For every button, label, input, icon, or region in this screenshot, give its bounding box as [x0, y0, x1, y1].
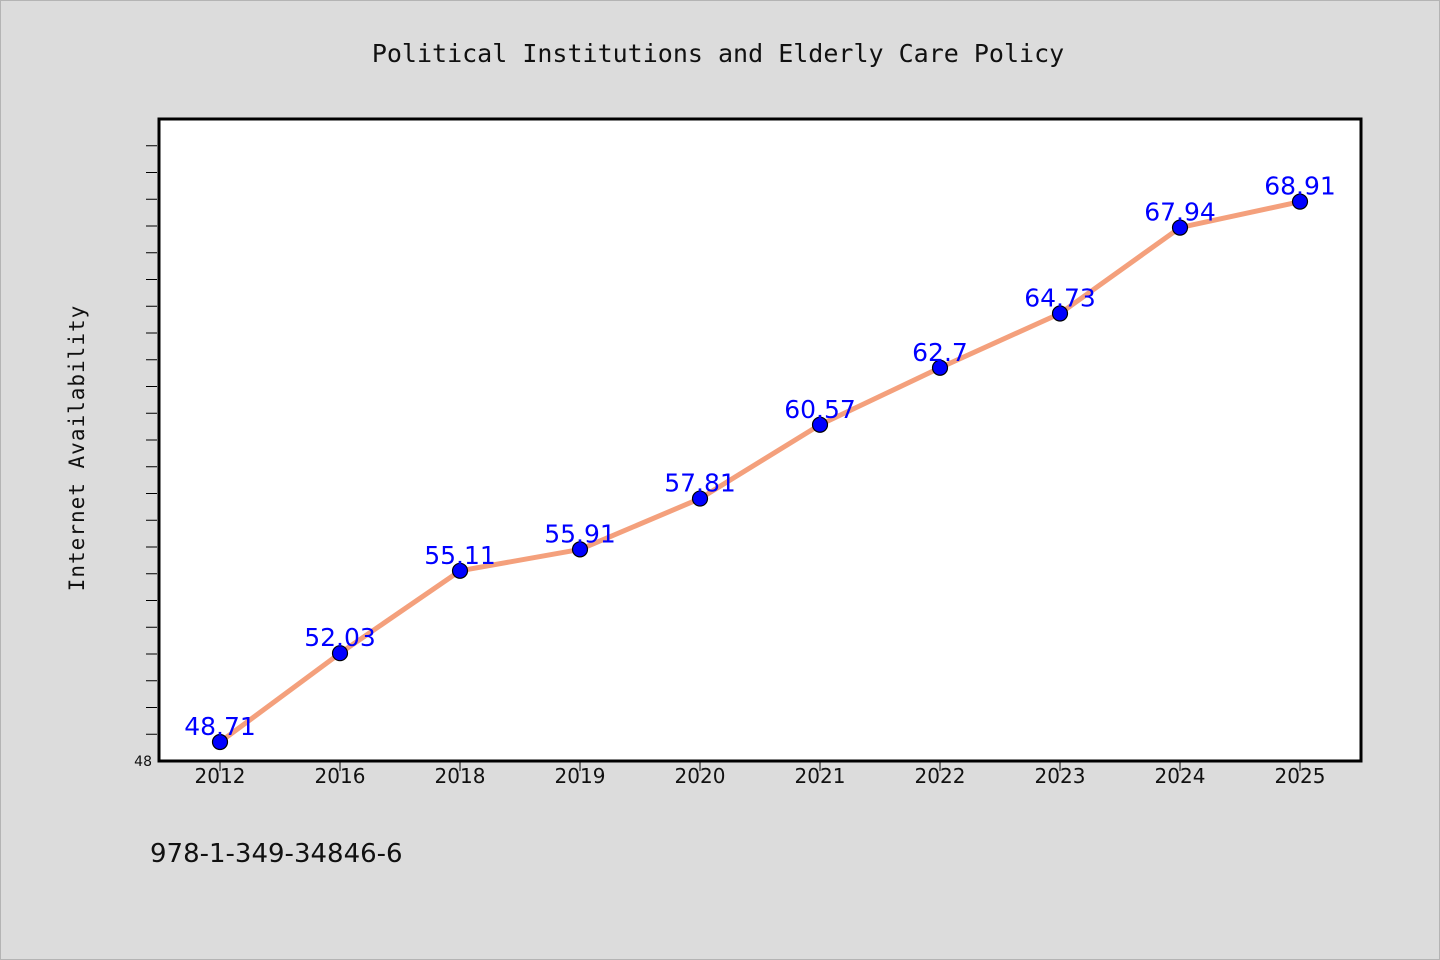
- series-line: [217, 199, 1303, 745]
- data-label: 67.94: [1144, 198, 1216, 227]
- series-line-group: [217, 199, 1303, 745]
- y-axis-label: Internet Availability: [65, 305, 89, 592]
- data-point: [331, 645, 349, 662]
- data-label: 55.11: [424, 541, 496, 570]
- x-tick-label: 2016: [315, 764, 366, 788]
- x-axis-tick-labels: 2012 2016 2018 2019 2020 2021 2022 2023 2024 2025: [195, 764, 1326, 788]
- data-label: 60.57: [784, 395, 856, 424]
- x-tick-label: 2025: [1275, 764, 1326, 788]
- x-tick-label: 2018: [435, 764, 486, 788]
- x-tick-label: 2024: [1155, 764, 1206, 788]
- x-axis-ticks: [219, 762, 1301, 771]
- data-point: [811, 416, 829, 433]
- data-label: 48.71: [184, 712, 256, 741]
- data-point: [571, 541, 589, 558]
- isbn-footer: 978-1-349-34846-6: [150, 839, 403, 869]
- data-point: [451, 562, 469, 579]
- data-point: [1291, 193, 1309, 210]
- data-label: 68.91: [1264, 172, 1336, 201]
- data-point: [211, 733, 229, 751]
- plot-area: [157, 117, 1363, 763]
- y-axis-minor-ticks: [146, 145, 157, 735]
- y-axis-tick-labels: 48: [134, 754, 152, 770]
- data-point: [1171, 219, 1189, 236]
- x-tick-label: 2023: [1035, 764, 1086, 788]
- data-label-group: 48.71 52.03 55.11 55.91 57.81 60.57 62.7 64.73 6…: [184, 172, 1336, 741]
- data-label: 64.73: [1024, 283, 1096, 312]
- x-tick-label: 2021: [795, 764, 846, 788]
- x-tick-label: 2022: [915, 764, 966, 788]
- data-label: 55.91: [544, 519, 616, 548]
- data-point: [1051, 305, 1069, 322]
- data-label: 52.03: [304, 623, 376, 652]
- data-label: 62.7: [912, 338, 968, 367]
- y-tick-label: 48: [134, 754, 152, 770]
- chart-title: Political Institutions and Elderly Care …: [372, 39, 1064, 68]
- series-marker-group: [211, 193, 1309, 751]
- x-tick-label: 2019: [555, 764, 606, 788]
- x-tick-label: 2020: [675, 764, 726, 788]
- data-point: [691, 490, 709, 507]
- x-tick-label: 2012: [195, 764, 246, 788]
- data-point: [931, 359, 949, 376]
- data-label: 57.81: [664, 469, 736, 498]
